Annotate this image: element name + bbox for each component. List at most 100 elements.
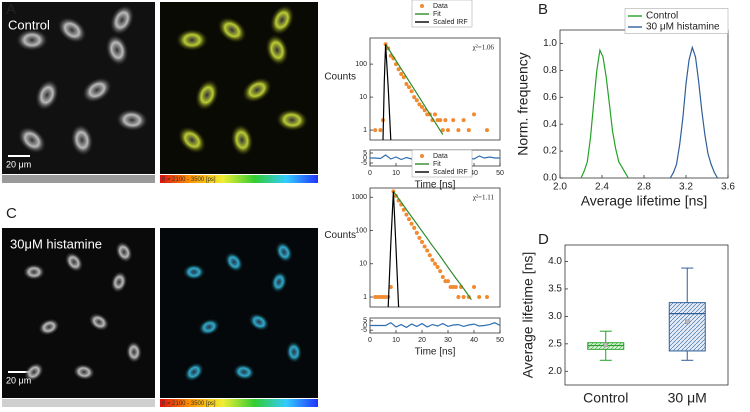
y-tick-label: -5: [361, 160, 367, 167]
x-tick-label: 30: [444, 337, 452, 344]
data-point: [433, 261, 437, 266]
x-tick-label: 2.0: [553, 182, 567, 193]
data-point: [422, 108, 427, 113]
x-tick-label: 0: [368, 170, 372, 177]
cell: [230, 124, 254, 156]
data-point: [417, 102, 422, 107]
box: [668, 302, 706, 352]
x-tick-label: 2.4: [595, 182, 609, 193]
series-line: [669, 45, 719, 179]
x-tick-label: 2.8: [637, 182, 651, 193]
plot-frame: [369, 187, 501, 308]
cell: [269, 4, 295, 36]
x-axis-label: Time [ns]: [415, 180, 456, 191]
data-point: [404, 212, 409, 217]
cell: [88, 313, 110, 331]
data-point: [388, 284, 393, 289]
y-tick-label: 1: [363, 127, 367, 134]
data-point: [446, 128, 450, 133]
x-tick-label: 10: [392, 170, 400, 177]
data-point: [477, 294, 482, 299]
x-axis-label: Time [ns]: [415, 347, 456, 358]
y-tick-label: 1.0: [543, 38, 557, 49]
micrographs: [2, 2, 318, 407]
legend-box: [624, 8, 729, 34]
data-point: [461, 118, 466, 123]
legend-label: Data: [433, 153, 448, 160]
series-line: [385, 43, 444, 135]
cell: [285, 341, 303, 363]
data-point: [466, 128, 471, 133]
cell: [275, 241, 293, 263]
cell: [64, 251, 84, 273]
cell: [16, 29, 48, 51]
x-tick-label: 10: [392, 337, 400, 344]
legend-label: Control: [646, 11, 678, 22]
data-point: [427, 253, 432, 258]
panel-label: A: [6, 1, 16, 18]
data-point: [425, 248, 430, 253]
y-tick-label: 3.0: [548, 311, 562, 322]
data-point: [396, 67, 401, 72]
cell: [195, 79, 219, 111]
y-tick-label: 100: [355, 61, 367, 68]
panel-label: C: [6, 205, 17, 222]
data-point: [438, 118, 443, 123]
data-point: [456, 128, 461, 133]
data-point: [453, 284, 458, 289]
data-point: [414, 98, 419, 103]
legend-label: Scaled IRF: [433, 169, 468, 176]
data-point: [435, 264, 440, 269]
cell: [35, 79, 59, 111]
data-point: [472, 284, 476, 289]
data-point: [414, 230, 419, 235]
y-axis-label: Norm. frequency: [515, 52, 531, 155]
y-tick-label: 0.2: [543, 146, 557, 157]
y-tick-label: 1000: [351, 194, 367, 201]
legend-marker: [420, 4, 424, 8]
x-axis-label: Average lifetime [ns]: [581, 193, 708, 209]
data-point: [401, 207, 406, 212]
cell: [224, 251, 244, 273]
colorbar: [160, 175, 318, 183]
plot-frame: [369, 37, 501, 141]
cell: [116, 108, 148, 132]
y-tick-label: 0: [363, 155, 367, 162]
data-point: [451, 118, 456, 123]
cell: [233, 363, 255, 381]
data-point: [407, 85, 411, 90]
data-point: [401, 75, 406, 80]
data-point: [417, 235, 422, 240]
cell: [125, 341, 143, 363]
cell: [115, 241, 133, 263]
plot-frame: [564, 244, 729, 386]
data-point: [438, 269, 443, 274]
y-axis-label: Counts: [324, 230, 356, 241]
plot-frame: [559, 29, 729, 179]
x-tick-label: 0: [368, 337, 372, 344]
data-point: [440, 128, 445, 133]
y-tick-label: 5: [363, 318, 367, 325]
data-point: [420, 240, 424, 245]
data-point: [485, 294, 489, 299]
legend-label: Data: [433, 3, 448, 10]
data-point: [461, 294, 466, 299]
mean: [603, 342, 608, 348]
cell: [57, 16, 87, 44]
y-tick-label: 10: [359, 261, 367, 268]
cell: [176, 29, 208, 51]
image-caption: Control: [8, 17, 50, 32]
cell: [73, 363, 95, 381]
cell: [183, 264, 205, 280]
x-tick-label: 50: [496, 337, 504, 344]
data-point: [430, 257, 435, 262]
data-point: [440, 274, 445, 279]
data-point: [399, 72, 404, 77]
colorbar-label: 0 = 2100 - 3500 [ps]: [162, 177, 216, 183]
data-point: [443, 118, 448, 123]
image-caption: 30μM histamine: [10, 236, 102, 251]
y-tick-label: 4.0: [548, 256, 562, 267]
cell: [242, 77, 272, 103]
cell: [217, 16, 247, 44]
